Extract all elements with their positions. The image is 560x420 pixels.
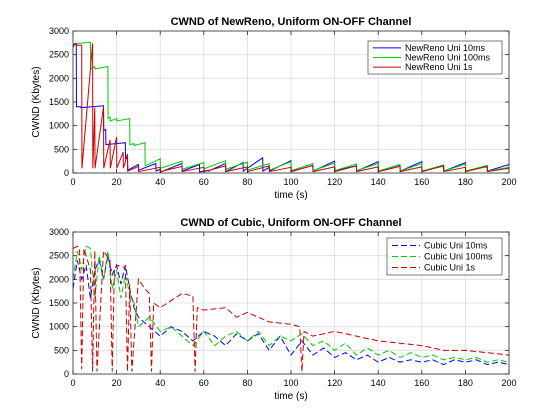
chart-1-x-tick-label: 140 (371, 177, 386, 187)
chart-2-x-tick-label: 60 (199, 378, 209, 388)
chart-2-title: CWND of Cubic, Uniform ON-OFF Channel (180, 217, 401, 229)
chart-1-series-line-3 (73, 42, 509, 173)
chart-2-legend-label-3: Cubic Uni 1s (424, 263, 476, 273)
chart-2-x-tick-label: 180 (458, 378, 473, 388)
chart-2-x-tick-label: 20 (112, 378, 122, 388)
chart-1-x-tick-label: 200 (501, 177, 516, 187)
chart-1-x-tick-label: 160 (414, 177, 429, 187)
chart-2-x-tick-label: 80 (242, 378, 252, 388)
chart-1-x-tick-label: 0 (70, 177, 75, 187)
chart-2-x-axis-label: time (s) (274, 391, 307, 402)
chart-1-x-tick-label: 120 (327, 177, 342, 187)
chart-1-x-tick-label: 100 (283, 177, 298, 187)
chart-1-y-tick-label: 3000 (49, 26, 69, 36)
chart-2-y-tick-label: 2500 (49, 251, 69, 261)
chart-2-x-tick-label: 120 (327, 378, 342, 388)
chart-2-series-line-2 (73, 245, 509, 363)
chart-1-y-tick-label: 2500 (49, 50, 69, 60)
chart-2-x-tick-label: 140 (371, 378, 386, 388)
chart-1-series-line-2 (73, 41, 509, 172)
chart-1-x-tick-label: 20 (112, 177, 122, 187)
chart-1-x-tick-label: 80 (242, 177, 252, 187)
chart-2-y-tick-label: 3000 (49, 227, 69, 237)
chart-2-y-axis-label: CWND (Kbytes) (31, 267, 42, 338)
chart-2-x-tick-label: 100 (283, 378, 298, 388)
chart-1-x-tick-label: 180 (458, 177, 473, 187)
chart-2: 0 20 40 60 80 100 120 140 160 180 2000500100015002… (31, 217, 517, 402)
chart-1-x-tick-label: 40 (155, 177, 165, 187)
chart-1-y-tick-label: 500 (54, 144, 69, 154)
chart-1: 0 20 40 60 80 100 120 140 160 180 2000500100015002… (31, 16, 517, 201)
chart-2-y-tick-label: 2000 (49, 274, 69, 284)
chart-2-y-tick-label: 0 (64, 369, 69, 379)
chart-2-x-tick-label: 160 (414, 378, 429, 388)
chart-2-y-tick-label: 1500 (49, 298, 69, 308)
chart-2-legend-label-1: Cubic Uni 10ms (424, 241, 488, 251)
chart-1-y-tick-label: 2000 (49, 73, 69, 83)
chart-2-x-tick-label: 40 (155, 378, 165, 388)
chart-1-y-tick-label: 0 (64, 168, 69, 178)
chart-2-series-line-3 (73, 245, 509, 372)
chart-2-y-tick-label: 1000 (49, 322, 69, 332)
chart-1-legend-label-3: NewReno Uni 1s (405, 62, 473, 72)
chart-1-legend-label-1: NewReno Uni 10ms (405, 43, 486, 53)
chart-2-x-tick-label: 200 (501, 378, 516, 388)
chart-1-x-axis-label: time (s) (274, 190, 307, 201)
chart-1-x-tick-label: 60 (199, 177, 209, 187)
chart-2-legend-label-2: Cubic Uni 100ms (424, 252, 493, 262)
chart-2-y-tick-label: 500 (54, 345, 69, 355)
chart-1-y-tick-label: 1000 (49, 121, 69, 131)
chart-1-title: CWND of NewReno, Uniform ON-OFF Channel (171, 16, 412, 28)
chart-1-y-axis-label: CWND (Kbytes) (31, 66, 42, 137)
chart-1-y-tick-label: 1500 (49, 97, 69, 107)
chart-1-legend-label-2: NewReno Uni 100ms (405, 53, 491, 63)
chart-2-x-tick-label: 0 (70, 378, 75, 388)
